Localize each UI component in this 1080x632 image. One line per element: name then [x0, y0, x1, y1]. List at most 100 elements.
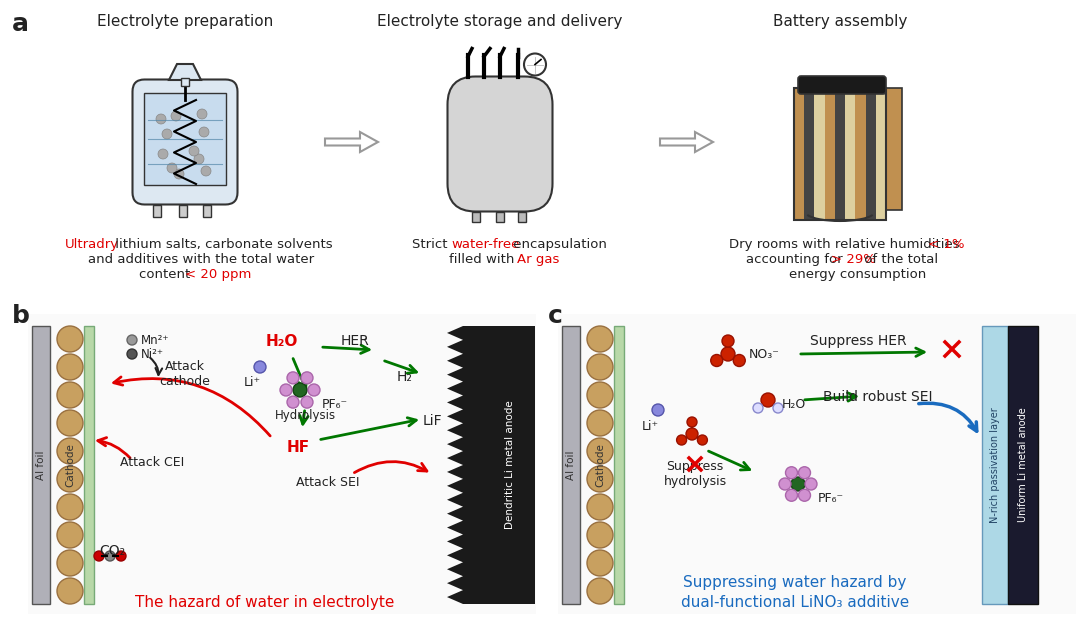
Circle shape	[293, 383, 307, 397]
Circle shape	[57, 578, 83, 604]
Circle shape	[127, 349, 137, 359]
Text: Suppress HER: Suppress HER	[810, 334, 906, 348]
Circle shape	[301, 372, 313, 384]
FancyBboxPatch shape	[133, 80, 238, 205]
Circle shape	[652, 404, 664, 416]
Text: H₂O: H₂O	[266, 334, 298, 349]
Circle shape	[57, 522, 83, 548]
Text: water-free: water-free	[451, 238, 519, 251]
Circle shape	[174, 169, 184, 179]
Circle shape	[162, 129, 172, 139]
Text: HF: HF	[286, 440, 310, 455]
FancyBboxPatch shape	[447, 76, 553, 212]
Circle shape	[308, 384, 320, 396]
Text: filled with: filled with	[448, 253, 518, 266]
Circle shape	[779, 478, 791, 490]
Circle shape	[588, 438, 613, 464]
Circle shape	[686, 428, 698, 440]
Bar	[562, 326, 580, 604]
Bar	[982, 326, 1008, 604]
Circle shape	[116, 551, 126, 561]
Circle shape	[785, 489, 797, 501]
Text: Li⁺: Li⁺	[642, 420, 659, 433]
Circle shape	[588, 550, 613, 576]
Text: c: c	[548, 304, 563, 328]
Text: Uniform Li metal anode: Uniform Li metal anode	[1018, 408, 1028, 523]
Circle shape	[105, 551, 114, 561]
Bar	[463, 326, 535, 604]
Circle shape	[733, 355, 745, 367]
Bar	[615, 326, 624, 604]
Text: Ultradry: Ultradry	[65, 238, 120, 251]
Circle shape	[805, 478, 816, 490]
Text: H₂O: H₂O	[782, 398, 807, 411]
Circle shape	[588, 410, 613, 436]
Circle shape	[588, 466, 613, 492]
Bar	[84, 326, 94, 604]
Bar	[1008, 326, 1038, 604]
Circle shape	[588, 354, 613, 380]
Circle shape	[301, 396, 313, 408]
Text: LiF: LiF	[422, 414, 442, 428]
Text: Electrolyte storage and delivery: Electrolyte storage and delivery	[377, 14, 623, 29]
Bar	[882, 88, 902, 210]
Text: Electrolyte preparation: Electrolyte preparation	[97, 14, 273, 29]
Bar	[855, 88, 865, 220]
Text: Dry rooms with relative humidities: Dry rooms with relative humidities	[729, 238, 963, 251]
Circle shape	[197, 109, 207, 119]
Circle shape	[57, 438, 83, 464]
Text: lithium salts, carbonate solvents: lithium salts, carbonate solvents	[111, 238, 333, 251]
Bar	[518, 212, 526, 221]
Bar	[835, 88, 846, 220]
Text: Al foil: Al foil	[36, 450, 46, 480]
Circle shape	[189, 146, 199, 156]
Polygon shape	[660, 132, 713, 152]
Circle shape	[721, 347, 735, 361]
Text: Al foil: Al foil	[566, 450, 576, 480]
Text: a: a	[12, 12, 29, 36]
Text: of the total: of the total	[860, 253, 939, 266]
Text: b: b	[12, 304, 30, 328]
Bar	[144, 93, 226, 185]
Circle shape	[199, 127, 210, 137]
Circle shape	[798, 467, 810, 479]
Text: < 20 ppm: < 20 ppm	[185, 268, 252, 281]
Text: The hazard of water in electrolyte: The hazard of water in electrolyte	[135, 595, 394, 610]
Text: Build robust SEI: Build robust SEI	[823, 390, 933, 404]
Text: NO₃⁻: NO₃⁻	[750, 348, 780, 360]
Polygon shape	[325, 132, 378, 152]
Bar	[32, 326, 50, 604]
Text: H₂: H₂	[397, 370, 413, 384]
Circle shape	[57, 326, 83, 352]
Text: Li⁺: Li⁺	[243, 376, 260, 389]
Circle shape	[167, 163, 177, 173]
Circle shape	[287, 396, 299, 408]
Text: Attack
cathode: Attack cathode	[160, 360, 211, 388]
Circle shape	[761, 393, 775, 407]
Text: PF₆⁻: PF₆⁻	[818, 492, 845, 505]
Circle shape	[687, 417, 697, 427]
Circle shape	[57, 466, 83, 492]
Circle shape	[588, 578, 613, 604]
Text: Dendritic Li metal anode: Dendritic Li metal anode	[505, 401, 515, 530]
Bar	[153, 205, 161, 217]
Bar	[181, 78, 189, 86]
Text: < 1%: < 1%	[929, 238, 964, 251]
Circle shape	[287, 372, 299, 384]
Text: PF₆⁻: PF₆⁻	[322, 398, 348, 411]
Circle shape	[588, 382, 613, 408]
Text: Suppressing water hazard by
dual-functional LiNO₃ additive: Suppressing water hazard by dual-functio…	[680, 575, 909, 610]
Text: Cathode: Cathode	[595, 443, 605, 487]
Text: Ni²⁺: Ni²⁺	[141, 348, 164, 360]
Bar	[28, 314, 536, 614]
Circle shape	[57, 410, 83, 436]
Text: Mn²⁺: Mn²⁺	[141, 334, 170, 346]
Text: Suppress
hydrolysis: Suppress hydrolysis	[663, 460, 727, 488]
Circle shape	[194, 154, 204, 164]
Polygon shape	[168, 64, 201, 80]
Circle shape	[57, 550, 83, 576]
Circle shape	[254, 361, 266, 373]
Bar	[179, 205, 187, 217]
Bar	[794, 88, 886, 220]
Circle shape	[753, 403, 762, 413]
